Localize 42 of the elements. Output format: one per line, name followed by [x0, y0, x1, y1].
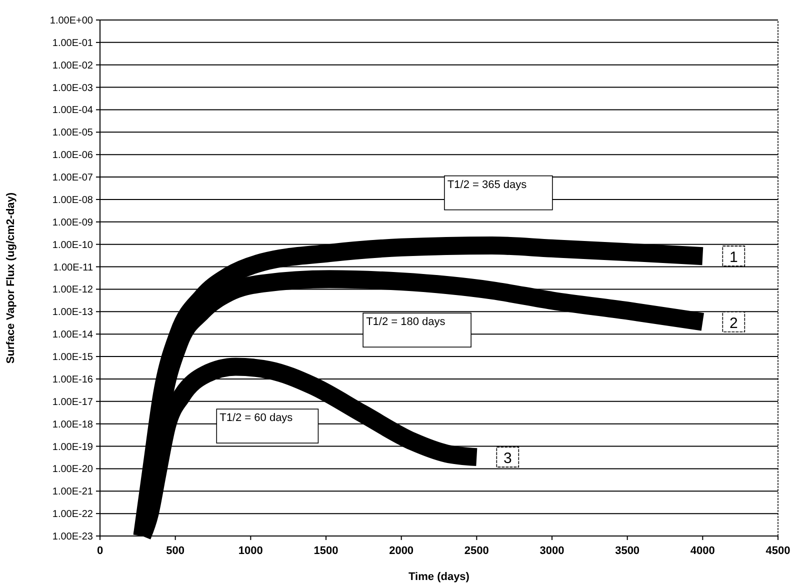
x-tick-label: 1500 [314, 545, 338, 557]
y-tick-label: 1.00E-12 [52, 284, 94, 296]
series-label: 2 [729, 314, 738, 332]
y-tick-label: 1.00E-14 [52, 330, 94, 341]
annotation: T1/2 = 365 days [447, 178, 528, 191]
y-tick-label: 1.00E-11 [53, 262, 94, 274]
y-tick-label: 1.00E-07 [52, 172, 94, 184]
y-tick-label: 1.00E-03 [52, 82, 94, 94]
y-tick-label: 1.00E-19 [52, 442, 94, 453]
x-tick-label: 1000 [238, 545, 263, 557]
y-tick-label: 1.00E-23 [52, 532, 94, 542]
y-tick-label: 1.00E-13 [52, 307, 94, 318]
series-label: 1 [729, 249, 738, 266]
y-tick-label: 1.00E-17 [52, 396, 94, 408]
y-tick-label: 1.00E-20 [52, 464, 94, 476]
y-tick-label: 1.00E-21 [52, 486, 94, 498]
x-tick-label: 2000 [389, 545, 414, 557]
y-tick-label: 1.00E-04 [52, 105, 94, 116]
y-tick-label: 1.00E-18 [52, 419, 94, 430]
y-tick-label: 1.00E-22 [52, 509, 94, 520]
y-tick-label: 1.00E-16 [52, 374, 94, 386]
x-tick-label: 3500 [615, 545, 640, 557]
y-tick-label: 1.00E-09 [52, 217, 94, 228]
x-axis-title: Time (days) [408, 571, 470, 583]
y-axis-title: Surface Vapor Flux (ug/cm2-day) [5, 192, 17, 364]
y-tick-label: 1.00E-10 [52, 240, 94, 251]
series-label: 3 [503, 450, 512, 468]
annotation: T1/2 = 180 days [366, 316, 446, 328]
x-tick-label: 0 [96, 545, 104, 557]
y-tick-label: 1.00E-15 [52, 352, 94, 364]
x-tick-label: 500 [166, 545, 185, 557]
x-tick-label: 2500 [464, 545, 489, 557]
y-tick-label: 1.00E-05 [52, 128, 94, 139]
x-tick-label: 3000 [540, 545, 564, 557]
y-tick-label: 1.00E-02 [52, 60, 94, 72]
y-tick-label: 1.00E-08 [52, 194, 94, 206]
y-tick-label: 1.00E-01 [52, 38, 94, 49]
x-tick-label: 4000 [690, 545, 715, 557]
y-tick-label: 1.00E-06 [52, 150, 94, 162]
x-tick-label: 4500 [766, 545, 790, 557]
y-tick-label: 1.00E+00 [50, 16, 94, 26]
annotation: T1/2 = 60 days [220, 412, 294, 424]
